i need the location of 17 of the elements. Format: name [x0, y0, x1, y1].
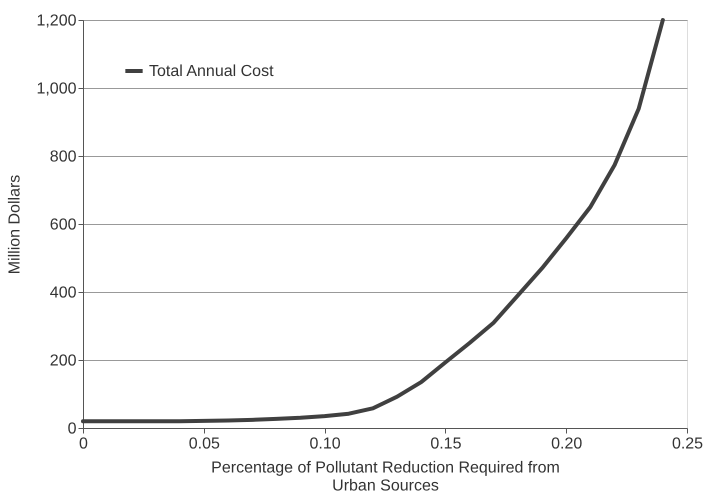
x-tick-label: 0.25: [672, 436, 704, 452]
y-tick-label: 200: [50, 352, 77, 370]
y-tick-label: 0: [68, 420, 77, 438]
y-tick-label: 1,000: [36, 80, 77, 98]
x-tick-label: 0.15: [430, 436, 462, 452]
y-tick-label: 600: [50, 216, 77, 234]
y-tick-label: 1,200: [36, 12, 77, 30]
y-tick-label: 800: [50, 148, 77, 166]
x-tick-label: 0: [79, 436, 88, 452]
x-tick-label: 0.10: [310, 436, 341, 452]
x-tick-label: 0.20: [551, 436, 582, 452]
line-series: [81, 18, 665, 424]
y-axis-title: Million Dollars: [6, 174, 24, 274]
x-axis-title: Percentage of Pollutant Reduction Required from Urban Sources: [211, 460, 560, 494]
x-tick-label: 0.05: [188, 436, 220, 452]
y-tick-label: 400: [50, 284, 77, 302]
legend-label: Total Annual Cost: [149, 63, 274, 80]
